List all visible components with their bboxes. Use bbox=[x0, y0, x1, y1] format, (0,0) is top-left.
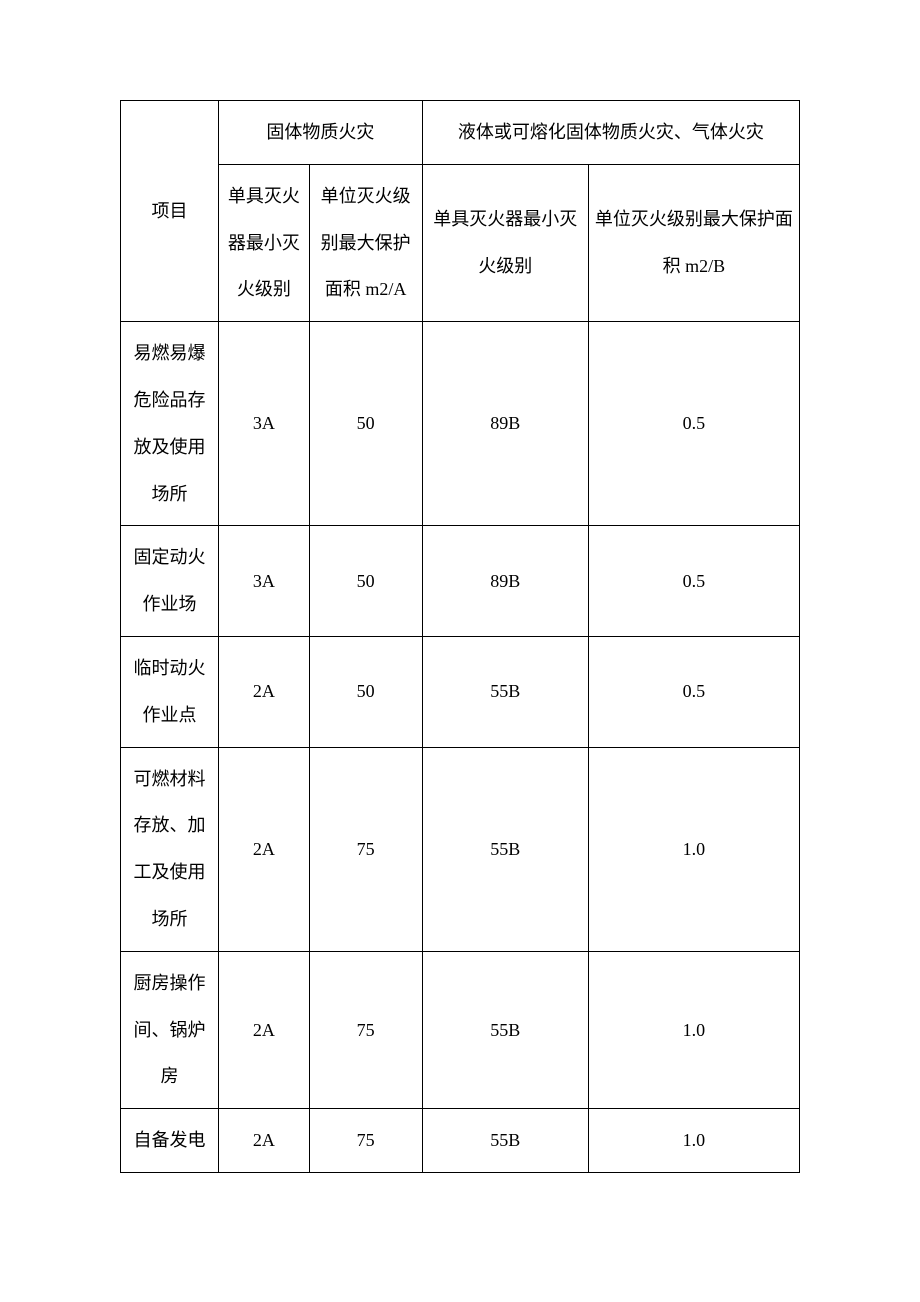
table-header-row-2: 单具灭火器最小灭火级别 单位灭火级别最大保护面积 m2/A 单具灭火器最小灭火级… bbox=[121, 164, 800, 321]
header-solid-max-area: 单位灭火级别最大保护面积 m2/A bbox=[309, 164, 422, 321]
header-liquid-max-area: 单位灭火级别最大保护面积 m2/B bbox=[588, 164, 799, 321]
cell-project: 可燃材料存放、加工及使用场所 bbox=[121, 747, 219, 951]
table-row: 厨房操作间、锅炉房 2A 75 55B 1.0 bbox=[121, 951, 800, 1108]
cell-solid-max-area: 50 bbox=[309, 526, 422, 637]
table-body: 易燃易爆危险品存放及使用场所 3A 50 89B 0.5 固定动火作业场 3A … bbox=[121, 322, 800, 1173]
cell-solid-min-level: 3A bbox=[219, 322, 310, 526]
cell-solid-min-level: 3A bbox=[219, 526, 310, 637]
cell-liquid-min-level: 55B bbox=[422, 636, 588, 747]
cell-liquid-min-level: 55B bbox=[422, 1109, 588, 1173]
header-solid-min-level: 单具灭火器最小灭火级别 bbox=[219, 164, 310, 321]
cell-solid-max-area: 75 bbox=[309, 951, 422, 1108]
cell-project: 易燃易爆危险品存放及使用场所 bbox=[121, 322, 219, 526]
cell-solid-min-level: 2A bbox=[219, 636, 310, 747]
cell-solid-max-area: 75 bbox=[309, 1109, 422, 1173]
cell-project: 厨房操作间、锅炉房 bbox=[121, 951, 219, 1108]
table-row: 自备发电 2A 75 55B 1.0 bbox=[121, 1109, 800, 1173]
table-row: 临时动火作业点 2A 50 55B 0.5 bbox=[121, 636, 800, 747]
cell-liquid-max-area: 0.5 bbox=[588, 526, 799, 637]
fire-extinguisher-table: 项目 固体物质火灾 液体或可熔化固体物质火灾、气体火灾 单具灭火器最小灭火级别 … bbox=[120, 100, 800, 1173]
header-solid-group: 固体物质火灾 bbox=[219, 101, 423, 165]
table-header-row-1: 项目 固体物质火灾 液体或可熔化固体物质火灾、气体火灾 bbox=[121, 101, 800, 165]
cell-liquid-max-area: 0.5 bbox=[588, 322, 799, 526]
table-row: 可燃材料存放、加工及使用场所 2A 75 55B 1.0 bbox=[121, 747, 800, 951]
cell-solid-min-level: 2A bbox=[219, 1109, 310, 1173]
cell-liquid-min-level: 89B bbox=[422, 526, 588, 637]
header-liquid-min-level: 单具灭火器最小灭火级别 bbox=[422, 164, 588, 321]
cell-project: 临时动火作业点 bbox=[121, 636, 219, 747]
cell-liquid-min-level: 89B bbox=[422, 322, 588, 526]
cell-solid-max-area: 50 bbox=[309, 322, 422, 526]
cell-liquid-min-level: 55B bbox=[422, 747, 588, 951]
table-row: 易燃易爆危险品存放及使用场所 3A 50 89B 0.5 bbox=[121, 322, 800, 526]
header-project: 项目 bbox=[121, 101, 219, 322]
cell-solid-max-area: 75 bbox=[309, 747, 422, 951]
cell-solid-min-level: 2A bbox=[219, 747, 310, 951]
table-row: 固定动火作业场 3A 50 89B 0.5 bbox=[121, 526, 800, 637]
cell-liquid-min-level: 55B bbox=[422, 951, 588, 1108]
header-liquid-group: 液体或可熔化固体物质火灾、气体火灾 bbox=[422, 101, 799, 165]
cell-liquid-max-area: 0.5 bbox=[588, 636, 799, 747]
cell-liquid-max-area: 1.0 bbox=[588, 1109, 799, 1173]
cell-project: 自备发电 bbox=[121, 1109, 219, 1173]
cell-liquid-max-area: 1.0 bbox=[588, 951, 799, 1108]
cell-liquid-max-area: 1.0 bbox=[588, 747, 799, 951]
cell-project: 固定动火作业场 bbox=[121, 526, 219, 637]
table-header: 项目 固体物质火灾 液体或可熔化固体物质火灾、气体火灾 单具灭火器最小灭火级别 … bbox=[121, 101, 800, 322]
cell-solid-min-level: 2A bbox=[219, 951, 310, 1108]
cell-solid-max-area: 50 bbox=[309, 636, 422, 747]
